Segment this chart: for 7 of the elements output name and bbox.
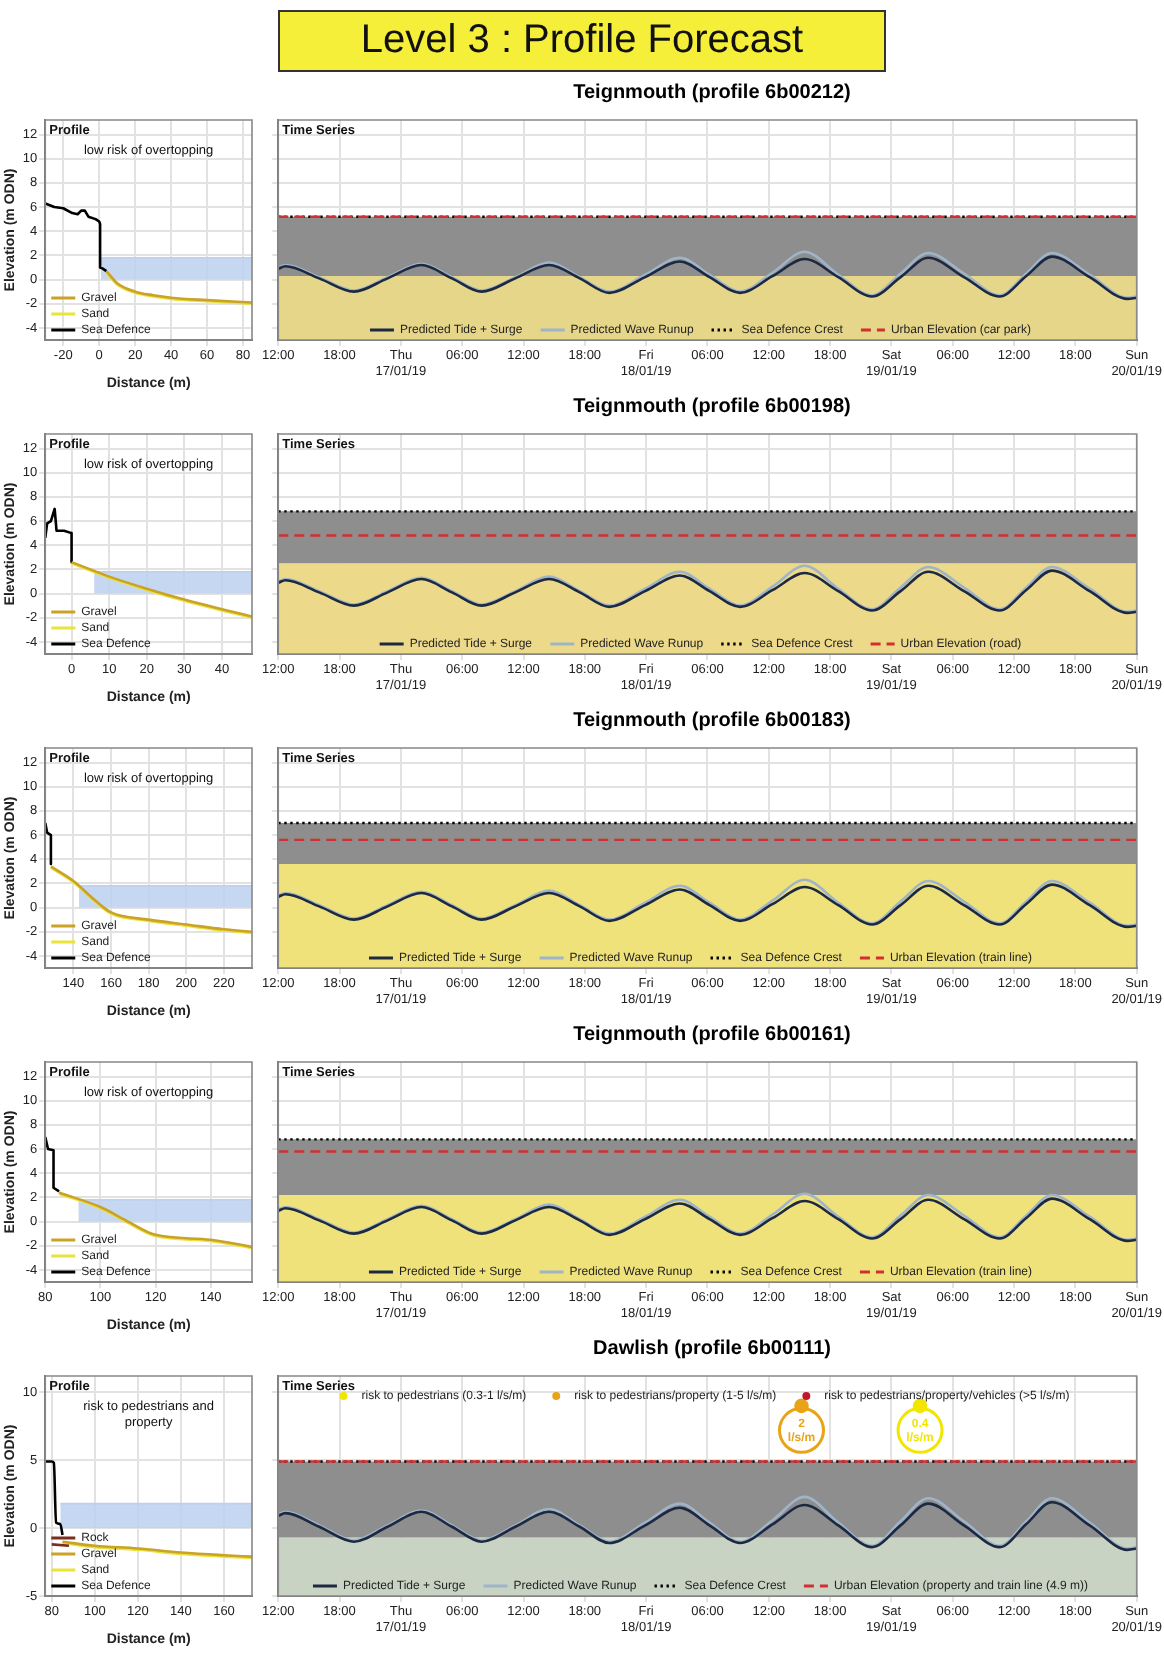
text: Level 3 : Profile Forecast	[278, 9, 886, 71]
chart-title: Teignmouth (profile 6b00183)	[571, 708, 853, 736]
chart-title: Teignmouth (profile 6b00198)	[571, 394, 853, 422]
chart-title: Teignmouth (profile 6b00161)	[571, 1022, 853, 1050]
chart-title: Teignmouth (profile 6b00212)	[571, 80, 853, 108]
chart-title: Dawlish (profile 6b00111)	[591, 1336, 833, 1364]
line-series	[45, 1460, 64, 1537]
